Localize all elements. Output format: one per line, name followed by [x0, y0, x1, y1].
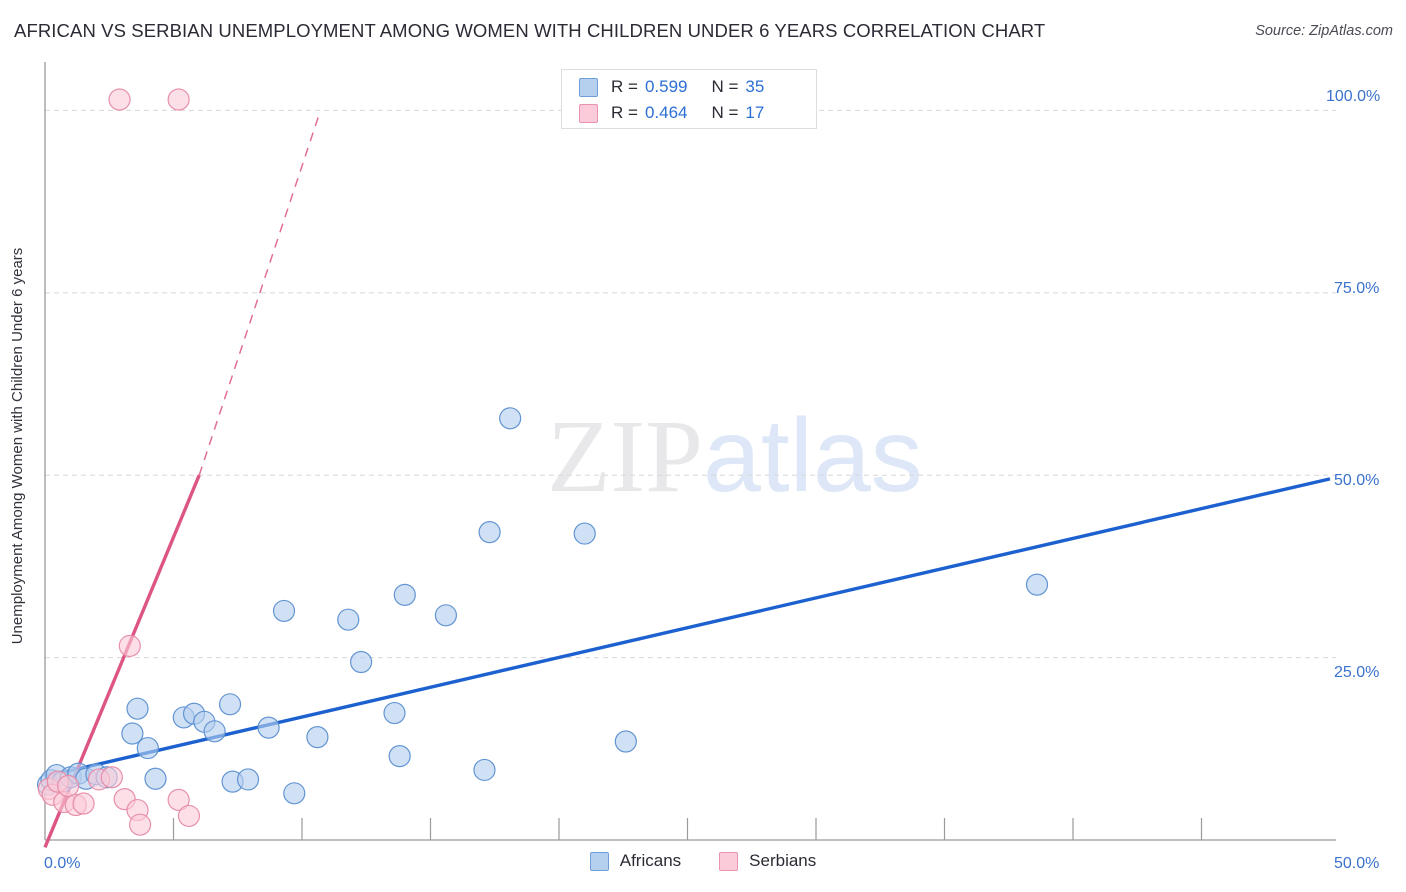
- data-point[interactable]: [350, 650, 373, 674]
- points-serbians: [37, 88, 201, 836]
- correlation-stats-box: R = 0.599 N = 35 R = 0.464 N = 17: [561, 69, 817, 129]
- n-value-serbians: 17: [745, 103, 765, 122]
- x-tick-min: 0.0%: [44, 855, 81, 872]
- data-point[interactable]: [257, 716, 280, 739]
- data-point[interactable]: [236, 768, 260, 791]
- data-point[interactable]: [393, 583, 416, 606]
- data-point[interactable]: [100, 766, 123, 789]
- n-label-serbians: N =: [711, 103, 739, 122]
- data-point[interactable]: [272, 599, 296, 623]
- legend-item-africans[interactable]: Africans: [589, 851, 682, 871]
- data-point[interactable]: [499, 407, 522, 430]
- n-label-africans: N =: [711, 77, 739, 96]
- y-tick-100: 100.0%: [1326, 88, 1381, 105]
- data-point[interactable]: [126, 697, 149, 720]
- trendline-dashed-serbians: [198, 111, 321, 476]
- x-tick-max: 50.0%: [1334, 855, 1380, 872]
- series-legend: Africans Serbians: [0, 851, 1406, 871]
- legend-swatch-africans: [589, 851, 609, 871]
- data-point[interactable]: [573, 522, 596, 545]
- data-point[interactable]: [337, 608, 360, 631]
- stats-row-africans: R = 0.599 N = 35: [579, 74, 764, 100]
- data-point[interactable]: [167, 788, 190, 811]
- data-point[interactable]: [72, 792, 95, 815]
- data-point[interactable]: [478, 521, 501, 544]
- r-label-africans: R =: [611, 77, 638, 96]
- data-point[interactable]: [283, 782, 306, 805]
- source-label: Source: ZipAtlas.com: [1255, 23, 1393, 39]
- n-value-africans: 35: [745, 77, 765, 96]
- data-point[interactable]: [177, 804, 201, 828]
- r-value-africans: 0.599: [644, 77, 688, 96]
- legend-swatch-serbians: [719, 851, 739, 871]
- y-tick-50: 50.0%: [1334, 472, 1380, 489]
- data-point[interactable]: [203, 720, 226, 743]
- data-point[interactable]: [57, 774, 80, 798]
- data-point[interactable]: [306, 726, 329, 749]
- stats-swatch-serbians: [579, 103, 598, 123]
- data-point[interactable]: [118, 634, 141, 658]
- data-point[interactable]: [167, 88, 190, 111]
- page-title: AFRICAN VS SERBIAN UNEMPLOYMENT AMONG WO…: [14, 20, 1046, 41]
- trendline-africans: [44, 477, 1331, 779]
- legend-label-africans: Africans: [619, 851, 682, 870]
- data-point[interactable]: [473, 758, 496, 782]
- data-point[interactable]: [128, 813, 152, 836]
- stats-swatch-africans: [579, 77, 598, 97]
- y-tick-25: 25.0%: [1334, 664, 1380, 681]
- data-point[interactable]: [383, 701, 406, 725]
- data-point[interactable]: [218, 693, 242, 716]
- data-point[interactable]: [136, 736, 159, 760]
- data-point[interactable]: [144, 767, 167, 790]
- legend-label-serbians: Serbians: [749, 851, 817, 870]
- data-point[interactable]: [121, 722, 144, 745]
- data-point[interactable]: [1025, 573, 1049, 596]
- stats-row-serbians: R = 0.464 N = 17: [579, 100, 764, 126]
- r-value-serbians: 0.464: [644, 103, 688, 122]
- data-point[interactable]: [388, 744, 411, 768]
- legend-item-serbians[interactable]: Serbians: [719, 851, 816, 871]
- data-point[interactable]: [434, 604, 458, 627]
- data-point[interactable]: [108, 88, 131, 111]
- data-point[interactable]: [614, 730, 637, 753]
- r-label-serbians: R =: [611, 103, 638, 122]
- y-tick-75: 75.0%: [1334, 280, 1380, 297]
